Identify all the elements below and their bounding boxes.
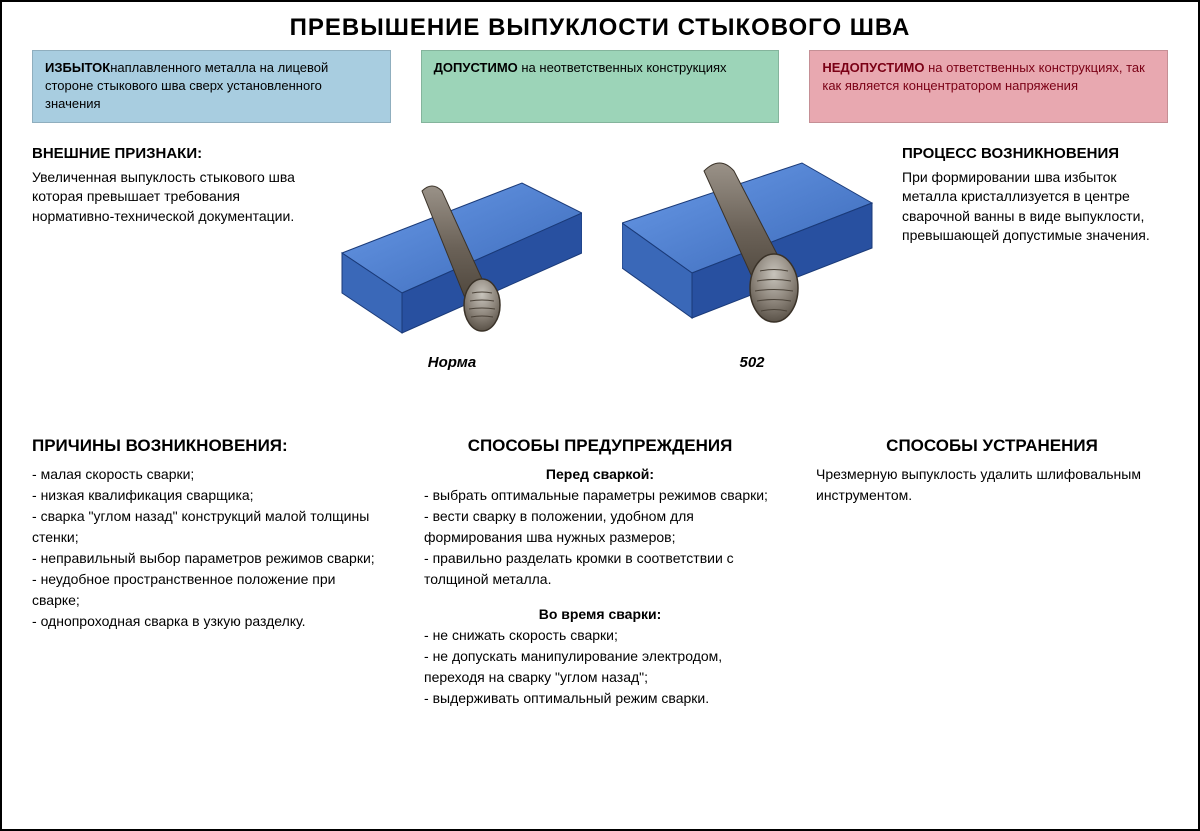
external-signs-heading: ВНЕШНИЕ ПРИЗНАКИ: bbox=[32, 143, 302, 164]
plate-defect-svg bbox=[622, 153, 882, 353]
top-box-red-bold: НЕДОПУСТИМО bbox=[822, 60, 924, 75]
list-item: правильно разделать кромки в соответстви… bbox=[424, 548, 776, 590]
prevention-list1: выбрать оптимальные параметры режимов св… bbox=[424, 485, 776, 590]
plate-defect: 502 bbox=[622, 153, 882, 353]
process-origin-heading: ПРОЦЕСС ВОЗНИКНОВЕНИЯ bbox=[902, 143, 1172, 164]
top-box-green-bold: ДОПУСТИМО bbox=[434, 60, 518, 75]
external-signs-text: Увеличенная выпуклость стыкового шва кот… bbox=[32, 168, 302, 227]
bottom-row: ПРИЧИНЫ ВОЗНИКНОВЕНИЯ: малая скорость св… bbox=[2, 403, 1198, 710]
list-item: малая скорость сварки; bbox=[32, 464, 384, 485]
list-item: неправильный выбор параметров режимов св… bbox=[32, 548, 384, 569]
prevention-col: СПОСОБЫ ПРЕДУПРЕЖДЕНИЯ Перед сваркой: вы… bbox=[424, 433, 776, 710]
list-item: выбрать оптимальные параметры режимов св… bbox=[424, 485, 776, 506]
external-signs: ВНЕШНИЕ ПРИЗНАКИ: Увеличенная выпуклость… bbox=[32, 143, 302, 403]
list-item: сварка "углом назад" конструкций малой т… bbox=[32, 506, 384, 548]
top-box-definition: ИЗБЫТОКнаплавленного металла на лицевой … bbox=[32, 50, 391, 123]
main-title: ПРЕВЫШЕНИЕ ВЫПУКЛОСТИ СТЫКОВОГО ШВА bbox=[2, 2, 1198, 50]
prevention-sub1: Перед сваркой: bbox=[424, 464, 776, 485]
mid-row: ВНЕШНИЕ ПРИЗНАКИ: Увеличенная выпуклость… bbox=[2, 123, 1198, 403]
diagram-area: Норма bbox=[322, 143, 882, 403]
list-item: выдерживать оптимальный режим сварки. bbox=[424, 688, 776, 709]
plate-defect-label: 502 bbox=[739, 354, 764, 371]
elimination-heading: СПОСОБЫ УСТРАНЕНИЯ bbox=[816, 433, 1168, 459]
list-item: однопроходная сварка в узкую разделку. bbox=[32, 611, 384, 632]
top-box-unacceptable: НЕДОПУСТИМО на ответственных конструкция… bbox=[809, 50, 1168, 123]
plate-normal: Норма bbox=[322, 153, 582, 353]
causes-heading: ПРИЧИНЫ ВОЗНИКНОВЕНИЯ: bbox=[32, 433, 384, 459]
plate-normal-label: Норма bbox=[428, 354, 476, 371]
elimination-text: Чрезмерную выпуклость удалить шлифовальн… bbox=[816, 464, 1168, 506]
process-origin-text: При формировании шва избыток металла кри… bbox=[902, 168, 1172, 246]
list-item: низкая квалификация сварщика; bbox=[32, 485, 384, 506]
top-box-blue-bold: ИЗБЫТОК bbox=[45, 60, 110, 75]
list-item: не снижать скорость сварки; bbox=[424, 625, 776, 646]
causes-list: малая скорость сварки;низкая квалификаци… bbox=[32, 464, 384, 632]
elimination-col: СПОСОБЫ УСТРАНЕНИЯ Чрезмерную выпуклость… bbox=[816, 433, 1168, 710]
causes-col: ПРИЧИНЫ ВОЗНИКНОВЕНИЯ: малая скорость св… bbox=[32, 433, 384, 710]
top-boxes-row: ИЗБЫТОКнаплавленного металла на лицевой … bbox=[2, 50, 1198, 123]
list-item: не допускать манипулирование электродом,… bbox=[424, 646, 776, 688]
prevention-list2: не снижать скорость сварки;не допускать … bbox=[424, 625, 776, 709]
prevention-heading: СПОСОБЫ ПРЕДУПРЕЖДЕНИЯ bbox=[424, 433, 776, 459]
list-item: вести сварку в положении, удобном для фо… bbox=[424, 506, 776, 548]
prevention-sub2: Во время сварки: bbox=[424, 604, 776, 625]
plate-normal-svg bbox=[322, 153, 582, 353]
top-box-acceptable: ДОПУСТИМО на неответственных конструкция… bbox=[421, 50, 780, 123]
process-origin: ПРОЦЕСС ВОЗНИКНОВЕНИЯ При формировании ш… bbox=[902, 143, 1172, 403]
list-item: неудобное пространственное положение при… bbox=[32, 569, 384, 611]
top-box-green-text: на неответственных конструкциях bbox=[518, 60, 727, 75]
